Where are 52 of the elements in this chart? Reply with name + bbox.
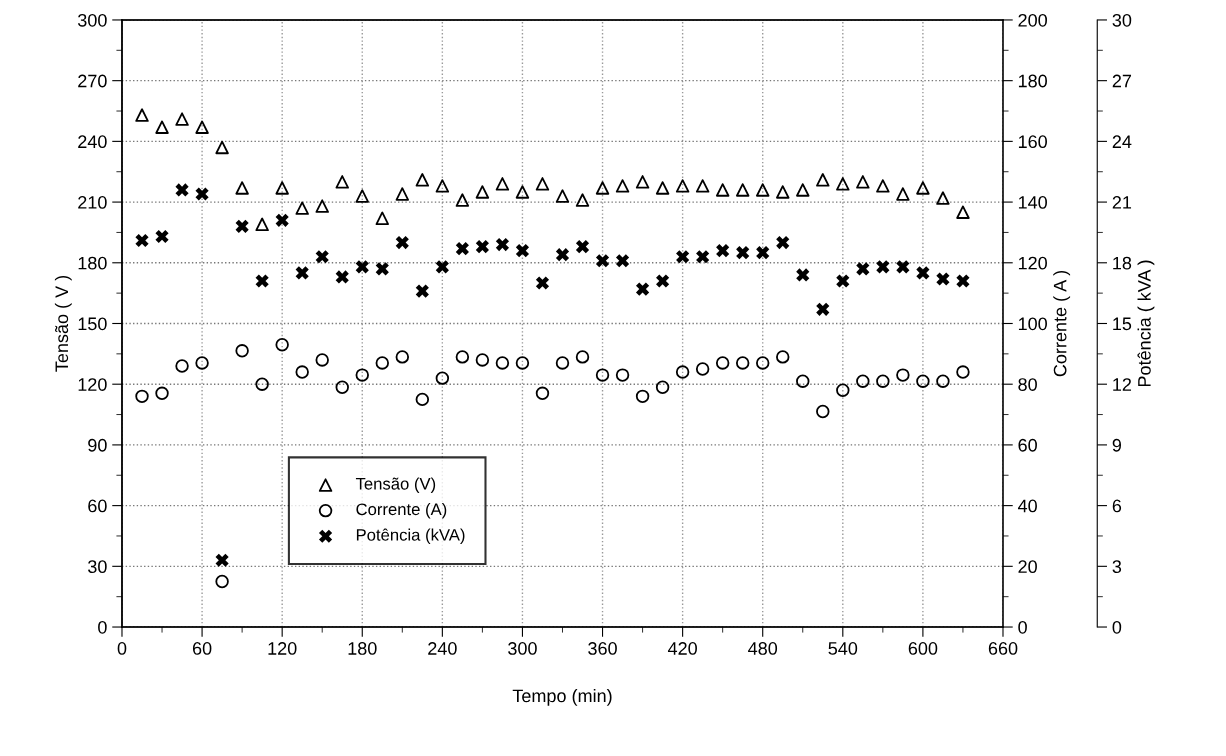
y-tick-label: 180 xyxy=(78,256,107,270)
y3-tick-label: 12 xyxy=(1113,378,1132,391)
x-tick-label: 180 xyxy=(348,642,377,655)
y3-tick-label: 27 xyxy=(1112,74,1132,88)
x-tick-label: 480 xyxy=(748,642,778,655)
x-tick-label: 660 xyxy=(988,642,1018,655)
y-tick-label: 150 xyxy=(78,317,107,331)
y2-tick-label: 20 xyxy=(1018,560,1037,574)
y3-tick-label: 6 xyxy=(1112,499,1122,513)
y3-tick-label: 3 xyxy=(1112,560,1122,574)
x-tick-label: 240 xyxy=(428,642,457,655)
x-tick-label: 540 xyxy=(828,642,858,655)
y-tick-label: 30 xyxy=(88,560,107,574)
x-tick-label: 420 xyxy=(667,642,697,655)
legend-label: Corrente (A) xyxy=(356,502,447,519)
x-tick-label: 60 xyxy=(192,642,212,655)
y2-tick-label: 100 xyxy=(1018,317,1047,331)
y2-tick-label: 120 xyxy=(1018,256,1047,270)
x-tick-label: 600 xyxy=(908,642,938,655)
legend-label: Potência (kVA) xyxy=(356,528,465,545)
y3-tick-label: 30 xyxy=(1112,13,1132,27)
x-axis-title: Tempo (min) xyxy=(512,689,612,706)
legend-label: Tensão (V) xyxy=(355,477,436,493)
y3-tick-label: 9 xyxy=(1112,438,1122,452)
y2-tick-label: 140 xyxy=(1018,196,1047,209)
y-tick-label: 270 xyxy=(78,74,107,88)
x-tick-label: 360 xyxy=(588,642,617,655)
y2-tick-label: 180 xyxy=(1018,74,1047,88)
x-tick-label: 120 xyxy=(268,642,297,655)
x-tick-label: 300 xyxy=(508,642,537,655)
y3-tick-label: 21 xyxy=(1112,196,1132,209)
y2-tick-label: 0 xyxy=(1018,620,1027,634)
y2-tick-label: 60 xyxy=(1018,438,1037,452)
y-tick-label: 0 xyxy=(98,620,107,634)
y3-tick-label: 0 xyxy=(1112,620,1122,634)
y-tick-label: 210 xyxy=(78,196,107,209)
y2-tick-label: 80 xyxy=(1018,378,1037,391)
y3-axis-title: Potência ( kVA ) xyxy=(1137,260,1155,387)
y2-tick-label: 160 xyxy=(1018,135,1047,149)
y-tick-label: 60 xyxy=(88,499,107,513)
y-axis-title: Tensão ( V ) xyxy=(54,275,72,372)
y-tick-label: 240 xyxy=(78,135,107,149)
y2-tick-label: 200 xyxy=(1018,13,1047,27)
y3-tick-label: 18 xyxy=(1113,256,1132,270)
y3-tick-label: 24 xyxy=(1112,135,1132,148)
x-tick-label: 0 xyxy=(117,642,127,655)
y2-axis-title: Corrente ( A ) xyxy=(1053,270,1071,377)
y-tick-label: 120 xyxy=(78,378,107,391)
y2-tick-label: 40 xyxy=(1017,499,1037,513)
y3-tick-label: 15 xyxy=(1113,317,1132,331)
y-tick-label: 90 xyxy=(88,438,107,452)
y-tick-label: 300 xyxy=(77,13,107,27)
